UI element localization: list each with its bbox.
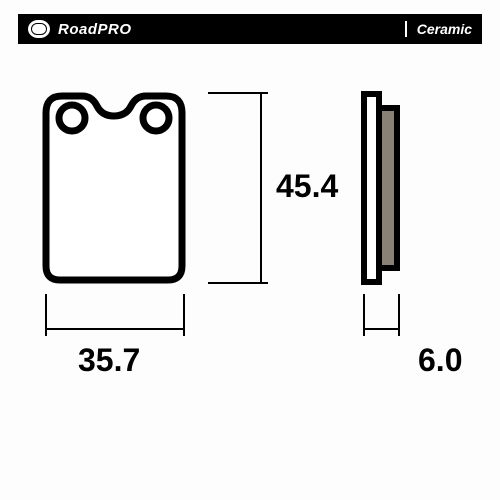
thickness-dimension-label: 6.0 <box>418 342 462 379</box>
moto-master-logo-icon <box>28 20 50 38</box>
brake-pad-side-view <box>358 78 408 293</box>
header-left: RoadPRO <box>28 20 132 38</box>
width-dimension-label: 35.7 <box>78 342 140 379</box>
height-ext-line-bottom <box>208 282 268 284</box>
header-bar: RoadPRO Ceramic <box>18 14 482 44</box>
technical-diagram: 45.4 35.7 6.0 <box>18 60 482 380</box>
height-dim-line <box>260 92 262 284</box>
height-ext-line-top <box>208 92 268 94</box>
brake-pad-front-view <box>28 78 203 293</box>
width-dim-line <box>45 328 185 330</box>
height-dimension-label: 45.4 <box>276 168 338 205</box>
variant-label: Ceramic <box>405 21 472 37</box>
brand-label: RoadPRO <box>58 21 132 38</box>
thick-dim-line <box>363 328 400 330</box>
